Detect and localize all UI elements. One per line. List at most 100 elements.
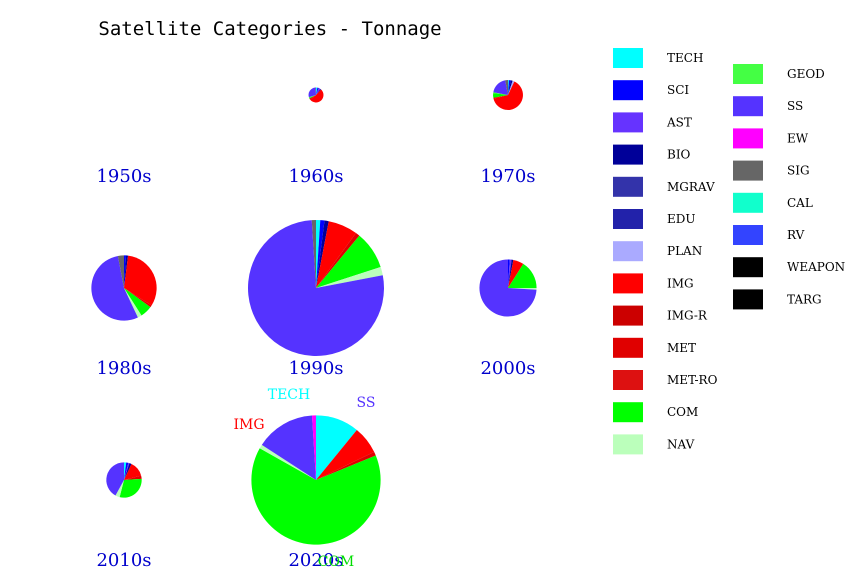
slice-2010s-tech	[124, 462, 127, 480]
legend-swatch	[733, 160, 763, 181]
legend-label: IMG-R	[667, 309, 708, 323]
decade-label-1950s: 1950s	[96, 166, 151, 187]
decade-label-1960s: 1960s	[288, 166, 343, 187]
pie-annotations: TECH SS IMG COM	[233, 387, 375, 570]
slice-1980s-sci	[124, 255, 127, 288]
slice-1970s-sig	[505, 80, 508, 95]
legend-swatch	[733, 128, 763, 149]
slice-1970s-tech	[508, 80, 509, 95]
legend-swatch	[733, 225, 763, 245]
legend-label: MGRAV	[667, 180, 715, 194]
slice-2020s-ew	[311, 415, 316, 480]
legend-label: TARG	[787, 292, 822, 306]
slice-2020s-tech	[316, 415, 357, 480]
slice-2010s-met	[124, 475, 142, 480]
slice-1970s-bio	[508, 80, 513, 95]
legend-swatch	[613, 434, 643, 455]
pie-grid: 1950s 1960s 1970s 1980s 1990s 2000s 2010s 2020s	[91, 80, 537, 571]
slice-1960s-geod	[308, 95, 316, 98]
annotation-ss: SS	[357, 395, 376, 411]
decade-label-2020s: 2020s	[288, 550, 343, 571]
legend-label: GEOD	[787, 67, 825, 81]
legend-swatch	[613, 112, 643, 133]
slice-2020s-met	[316, 451, 376, 480]
slice-2010s-ast	[124, 462, 130, 480]
legend-swatch	[733, 257, 763, 278]
slice-2020s-nav	[259, 444, 316, 480]
slice-1970s-met	[493, 95, 508, 99]
legend-item-targ: TARG	[733, 289, 822, 310]
legend-item-cal: CAL	[733, 192, 813, 213]
slice-1990s-met	[316, 232, 360, 288]
legend-item-sci: SCI	[613, 80, 689, 101]
pie-1970s: 1970s	[480, 80, 536, 187]
slice-1970s-geod	[493, 92, 508, 95]
slice-2000s-img	[508, 259, 524, 288]
legend-item-img: IMG	[613, 273, 694, 294]
legend-label: MET-RO	[667, 373, 718, 387]
legend-label: RV	[787, 228, 805, 242]
legend-item-ast: AST	[613, 112, 692, 133]
slice-2010s-sci	[124, 462, 129, 480]
legend-swatch	[733, 96, 763, 117]
legend-label: PLAN	[667, 244, 702, 258]
slice-2020s-img	[316, 429, 375, 480]
legend-swatch	[733, 289, 763, 310]
slice-2010s-com	[119, 478, 142, 498]
legend-swatch	[613, 241, 643, 262]
pie-1990s: 1990s	[247, 220, 384, 379]
slice-1990s-tech	[316, 220, 321, 288]
slice-1980s-sig	[117, 255, 124, 288]
slice-1960s-ast	[316, 88, 321, 95]
decade-label-2000s: 2000s	[480, 358, 535, 379]
legend-item-rv: RV	[733, 225, 805, 245]
slice-2000s-bio	[508, 259, 514, 288]
legend-swatch	[733, 192, 763, 213]
legend-label: WEAPON	[787, 260, 845, 274]
slice-1990s-sig	[311, 220, 316, 288]
legend-label: SS	[787, 99, 803, 113]
slice-2000s-com	[508, 263, 537, 288]
legend-label: TECH	[667, 51, 703, 65]
legend-label: COM	[667, 405, 698, 419]
slice-1990s-nav	[316, 266, 383, 288]
legend-label: CAL	[787, 196, 813, 210]
legend-item-edu: EDU	[613, 209, 696, 229]
legend-swatch	[613, 80, 643, 101]
slice-2010s-bio	[124, 463, 132, 480]
slice-2000s-nav	[508, 288, 537, 290]
legend-item-bio: BIO	[613, 144, 691, 165]
slice-1990s-bio	[316, 220, 329, 288]
legend-item-geod: GEOD	[733, 64, 825, 84]
pie-1980s: 1980s	[91, 255, 157, 379]
slice-1990s-sci	[316, 220, 325, 288]
pie-2010s: 2010s	[96, 462, 152, 571]
legend-label: NAV	[667, 437, 695, 451]
legend-item-met: MET	[613, 337, 696, 358]
pie-1960s: 1960s	[288, 87, 344, 187]
slice-2000s-sci	[508, 259, 510, 288]
legend-label: EW	[787, 131, 809, 145]
decade-label-1970s: 1970s	[480, 166, 535, 187]
slice-1980s-img	[124, 255, 157, 306]
legend-swatch	[613, 273, 643, 294]
decade-label-1990s: 1990s	[288, 358, 343, 379]
legend-item-weapon: WEAPON	[733, 257, 845, 278]
decade-label-2010s: 2010s	[96, 550, 151, 571]
legend-item-plan: PLAN	[613, 241, 702, 262]
legend-label: SIG	[787, 164, 810, 178]
slice-2000s-ast	[508, 259, 512, 288]
slice-1960s-com	[309, 95, 316, 99]
slice-1960s-bio	[316, 88, 322, 95]
legend-swatch	[613, 370, 643, 390]
legend: TECH SCI AST BIO MGRAV EDU PLAN IMG IMG-R MET MET-…	[613, 48, 845, 455]
legend-item-tech: TECH	[613, 48, 703, 68]
legend-item-mgrav: MGRAV	[613, 176, 715, 197]
legend-item-img-r: IMG-R	[613, 305, 708, 326]
slice-2010s-img	[124, 464, 142, 480]
legend-item-met-ro: MET-RO	[613, 370, 718, 390]
legend-label: MET	[667, 341, 696, 355]
slice-1970s-img	[493, 81, 523, 110]
legend-swatch	[613, 176, 643, 197]
